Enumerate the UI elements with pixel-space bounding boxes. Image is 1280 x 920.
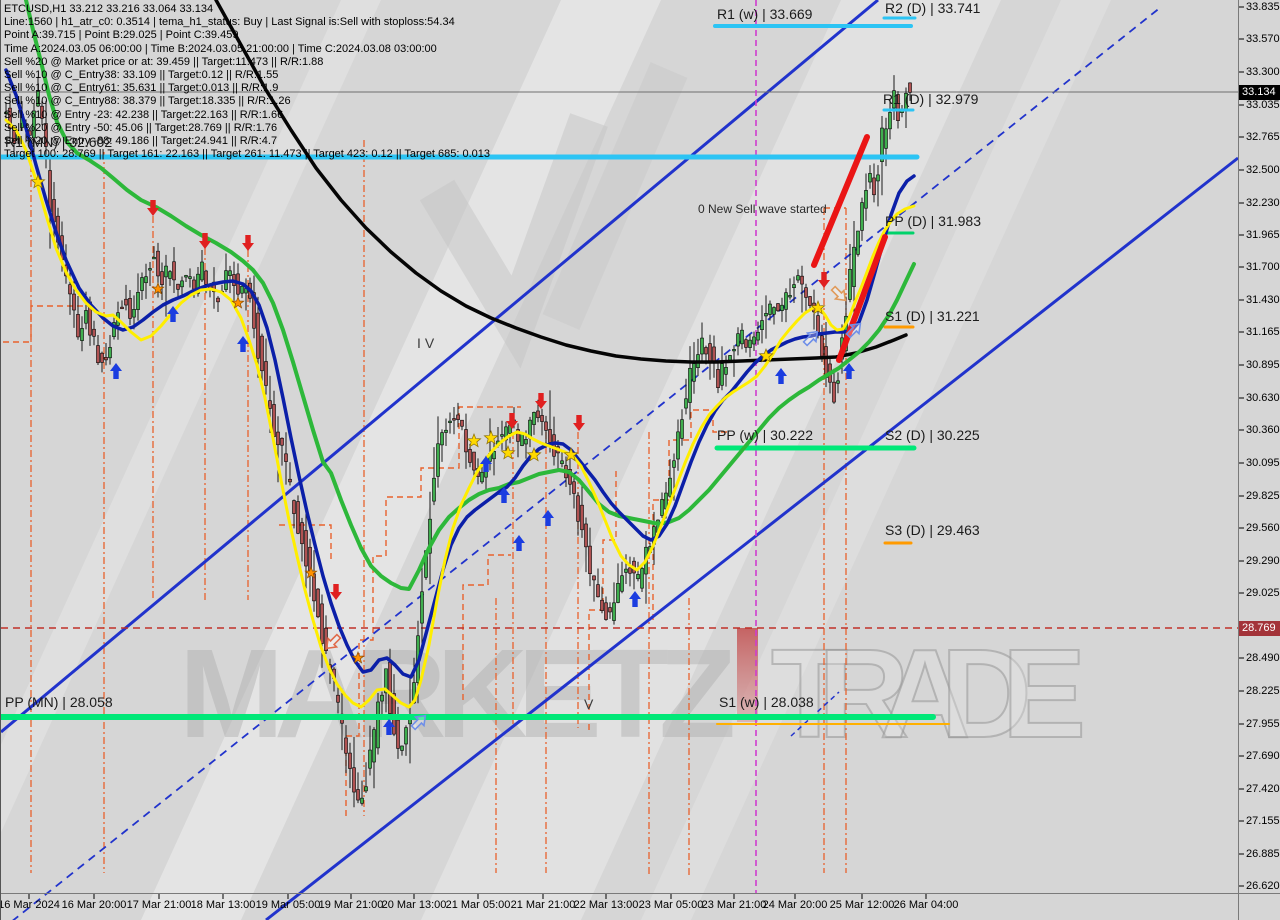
pivot-label-s1-d-: S1 (D) | 31.221 (885, 308, 980, 324)
time-axis[interactable]: 16 Mar 2024 16 Mar 20:00 17 Mar 21:00 18 Ma… (1, 894, 1280, 920)
price-tick-label: 29.560 (1246, 522, 1280, 534)
time-tick-label: 26 Mar 04:00 (893, 899, 959, 911)
pivot-label-pp-mn-: PP (MN) | 28.058 (5, 694, 113, 710)
pivot-label-s3-d-: S3 (D) | 29.463 (885, 522, 980, 538)
time-tick-label: 18 Mar 13:00 (190, 899, 256, 911)
price-tick-label: 31.700 (1246, 261, 1280, 273)
time-tick-label: 16 Mar 2024 (0, 899, 60, 911)
time-tick-label: 25 Mar 12:00 (829, 899, 895, 911)
price-axis[interactable]: 33.835 33.570 33.300 33.035 32.765 32.500 32.2… (1239, 0, 1280, 893)
price-tick-label: 27.155 (1246, 815, 1280, 827)
info-line: Line:1560 | h1_atr_c0: 0.3514 | tema_h1_… (4, 16, 455, 29)
time-tick-label: 23 Mar 21:00 (701, 899, 767, 911)
time-tick-label: 17 Mar 21:00 (126, 899, 192, 911)
wave-label-iv: IV (417, 335, 439, 351)
time-tick-label: 19 Mar 05:00 (255, 899, 321, 911)
pivot-label-s2-d-: S2 (D) | 30.225 (885, 427, 980, 443)
current-price-badge: 33.134 (1239, 85, 1280, 100)
price-tick-label: 30.630 (1246, 392, 1280, 404)
price-tick-label: 30.895 (1246, 359, 1280, 371)
sell-wave-annotation: 0 New Sell wave started (698, 202, 827, 216)
price-tick-label: 30.360 (1246, 424, 1280, 436)
price-tick-label: 33.035 (1246, 99, 1280, 111)
info-line: ETCUSD,H1 33.212 33.216 33.064 33.134 (4, 3, 214, 15)
price-tick-label: 29.025 (1246, 587, 1280, 599)
price-tick-label: 26.620 (1246, 880, 1280, 892)
pivot-label-s1-w-: S1 (w) | 28.038 (719, 694, 814, 710)
pivot-label-pp-d-: PP (D) | 31.983 (885, 213, 981, 229)
time-tick-label: 21 Mar 05:00 (445, 899, 511, 911)
info-line: Target 100: 28.769 || Target 161: 22.163… (4, 148, 491, 161)
info-line: Sell %10 @ Entry -23: 42.238 || Target:2… (4, 108, 284, 121)
price-tick-label: 26.885 (1246, 848, 1280, 860)
alert-price-value: 28.769 (1242, 622, 1276, 634)
pivot-label-r1-d-: R1 (D) | 32.979 (883, 91, 979, 107)
time-tick-label: 19 Mar 21:00 (318, 899, 384, 911)
svg-text:TRADE: TRADE (771, 623, 1086, 764)
info-line: Sell %10 @ C_Entry88: 38.379 || Target:1… (4, 95, 291, 108)
info-line: Sell %20 @ Market price or at: 39.459 ||… (4, 55, 324, 68)
price-tick-label: 33.835 (1246, 1, 1280, 13)
wave-label-v: V (584, 696, 594, 712)
time-tick-label: 22 Mar 13:00 (573, 899, 639, 911)
price-tick-label: 28.490 (1246, 652, 1280, 664)
time-tick-label: 23 Mar 05:00 (638, 899, 704, 911)
time-tick-label: 16 Mar 20:00 (61, 899, 127, 911)
info-line: Sell %10 @ C_Entry61: 35.631 || Target:0… (4, 82, 279, 95)
pivot-label-r2-d-: R2 (D) | 33.741 (885, 0, 981, 16)
price-tick-label: 27.690 (1246, 750, 1280, 762)
info-line: Time A:2024.03.05 06:00:00 | Time B:2024… (4, 42, 437, 55)
price-tick-label: 33.570 (1246, 33, 1280, 45)
info-line: Sell %10 @ C_Entry38: 33.109 || Target:0… (4, 69, 279, 82)
alert-price-badge: 28.769 (1239, 621, 1280, 636)
time-tick-label: 20 Mar 13:00 (381, 899, 447, 911)
price-tick-label: 29.825 (1246, 490, 1280, 502)
pivot-label-r1-w-: R1 (w) | 33.669 (717, 6, 813, 22)
price-tick-label: 27.420 (1246, 783, 1280, 795)
price-tick-label: 27.955 (1246, 718, 1280, 730)
pivot-label-r1-mn-: R1 (MN) | 32.602 (5, 134, 113, 150)
info-line: Point A:39.715 | Point B:29.025 | Point … (4, 29, 239, 42)
price-tick-label: 29.290 (1246, 555, 1280, 567)
price-tick-label: 31.965 (1246, 229, 1280, 241)
price-tick-label: 30.095 (1246, 457, 1280, 469)
price-tick-label: 28.225 (1246, 685, 1280, 697)
price-tick-label: 32.500 (1246, 164, 1280, 176)
price-tick-label: 32.230 (1246, 197, 1280, 209)
current-price-value: 33.134 (1242, 86, 1276, 98)
price-tick-label: 32.765 (1246, 131, 1280, 143)
indicator-info-block: ETCUSD,H1 33.212 33.216 33.064 33.134 Lin… (4, 3, 490, 161)
info-line: Sell %20 @ Entry -50: 45.06 || Target:28… (4, 121, 278, 134)
pivot-label-pp-w-: PP (w) | 30.222 (717, 427, 813, 443)
price-tick-label: 33.300 (1246, 66, 1280, 78)
price-tick-label: 31.165 (1246, 326, 1280, 338)
time-tick-label: 21 Mar 21:00 (510, 899, 576, 911)
info-line: Sell %20 @ Entry -88: 49.186 || Target:2… (4, 135, 278, 148)
svg-text:MARKETZ: MARKETZ (179, 623, 736, 764)
time-tick-label: 24 Mar 20:00 (762, 899, 828, 911)
price-tick-label: 31.430 (1246, 294, 1280, 306)
